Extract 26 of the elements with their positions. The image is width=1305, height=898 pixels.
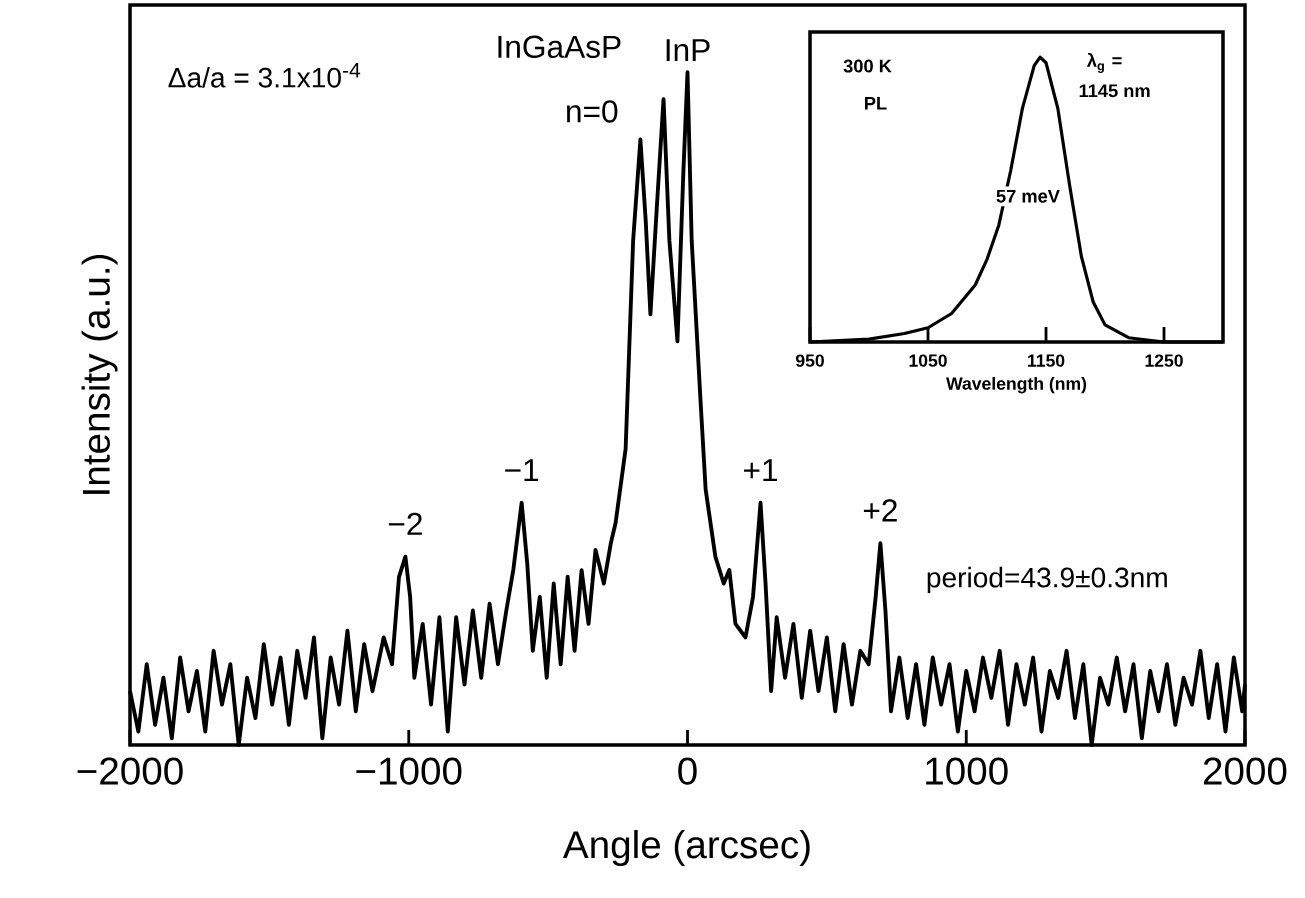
x-axis-title: Wavelength (nm) xyxy=(946,376,1087,394)
annotation: 1145 nm xyxy=(1079,84,1150,98)
x-tick-label: 1050 xyxy=(909,354,947,367)
annotation: −2 xyxy=(388,512,422,535)
y-axis-title: Intensity (a.u.) xyxy=(81,254,118,494)
annotation: PL xyxy=(865,97,887,110)
annotation: Δa/a = 3.1x10$^{-4}$ xyxy=(168,62,361,88)
annotation: λ$_{g}$ = xyxy=(1086,53,1122,73)
x-tick-label: 1000 xyxy=(926,757,1008,785)
x-tick-label: 1150 xyxy=(1028,354,1065,367)
x-tick-label: 0 xyxy=(678,757,697,785)
annotation: 57 meV xyxy=(996,189,1060,203)
annotation: −1 xyxy=(505,459,539,482)
x-tick-label: 1250 xyxy=(1145,354,1183,367)
annotation: InGaAsP xyxy=(498,35,621,59)
annotation: +2 xyxy=(863,499,897,522)
x-axis-title: Angle (arcsec) xyxy=(562,830,810,866)
x-tick-label: −2000 xyxy=(77,757,183,785)
x-tick-label: −1000 xyxy=(356,757,462,785)
annotation: period=43.9±0.3nm xyxy=(927,566,1167,594)
x-tick-label: 950 xyxy=(795,354,824,367)
annotation: +1 xyxy=(744,459,778,482)
annotation: 300 K xyxy=(843,59,892,73)
annotation: n=0 xyxy=(567,100,618,123)
x-tick-label: 2000 xyxy=(1203,757,1287,785)
annotation: InP xyxy=(666,39,710,62)
